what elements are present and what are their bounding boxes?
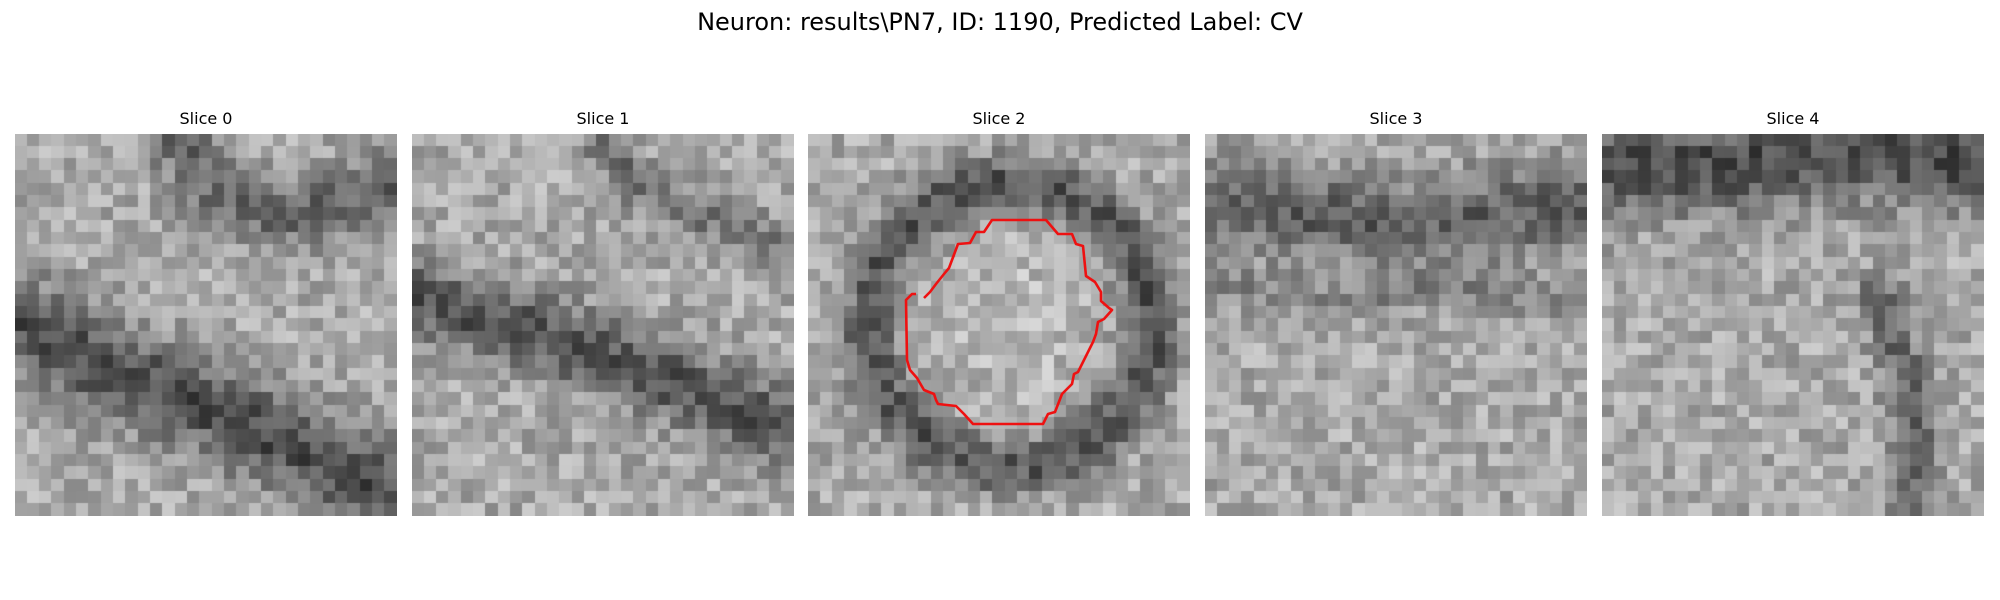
slice-title-2: Slice 2 xyxy=(972,109,1026,128)
slice-image-2 xyxy=(808,134,1190,516)
slice-title-3: Slice 3 xyxy=(1369,109,1423,128)
slice-title-1: Slice 1 xyxy=(576,109,630,128)
slice-title-4: Slice 4 xyxy=(1766,109,1820,128)
slice-image-4 xyxy=(1602,134,1984,516)
slice-image-1 xyxy=(412,134,794,516)
figure-title: Neuron: results\PN7, ID: 1190, Predicted… xyxy=(697,8,1303,36)
slice-image-0 xyxy=(15,134,397,516)
slice-title-0: Slice 0 xyxy=(179,109,233,128)
contour-outline xyxy=(904,218,1114,426)
slice-image-3 xyxy=(1205,134,1587,516)
segmentation-contour xyxy=(904,218,1114,426)
